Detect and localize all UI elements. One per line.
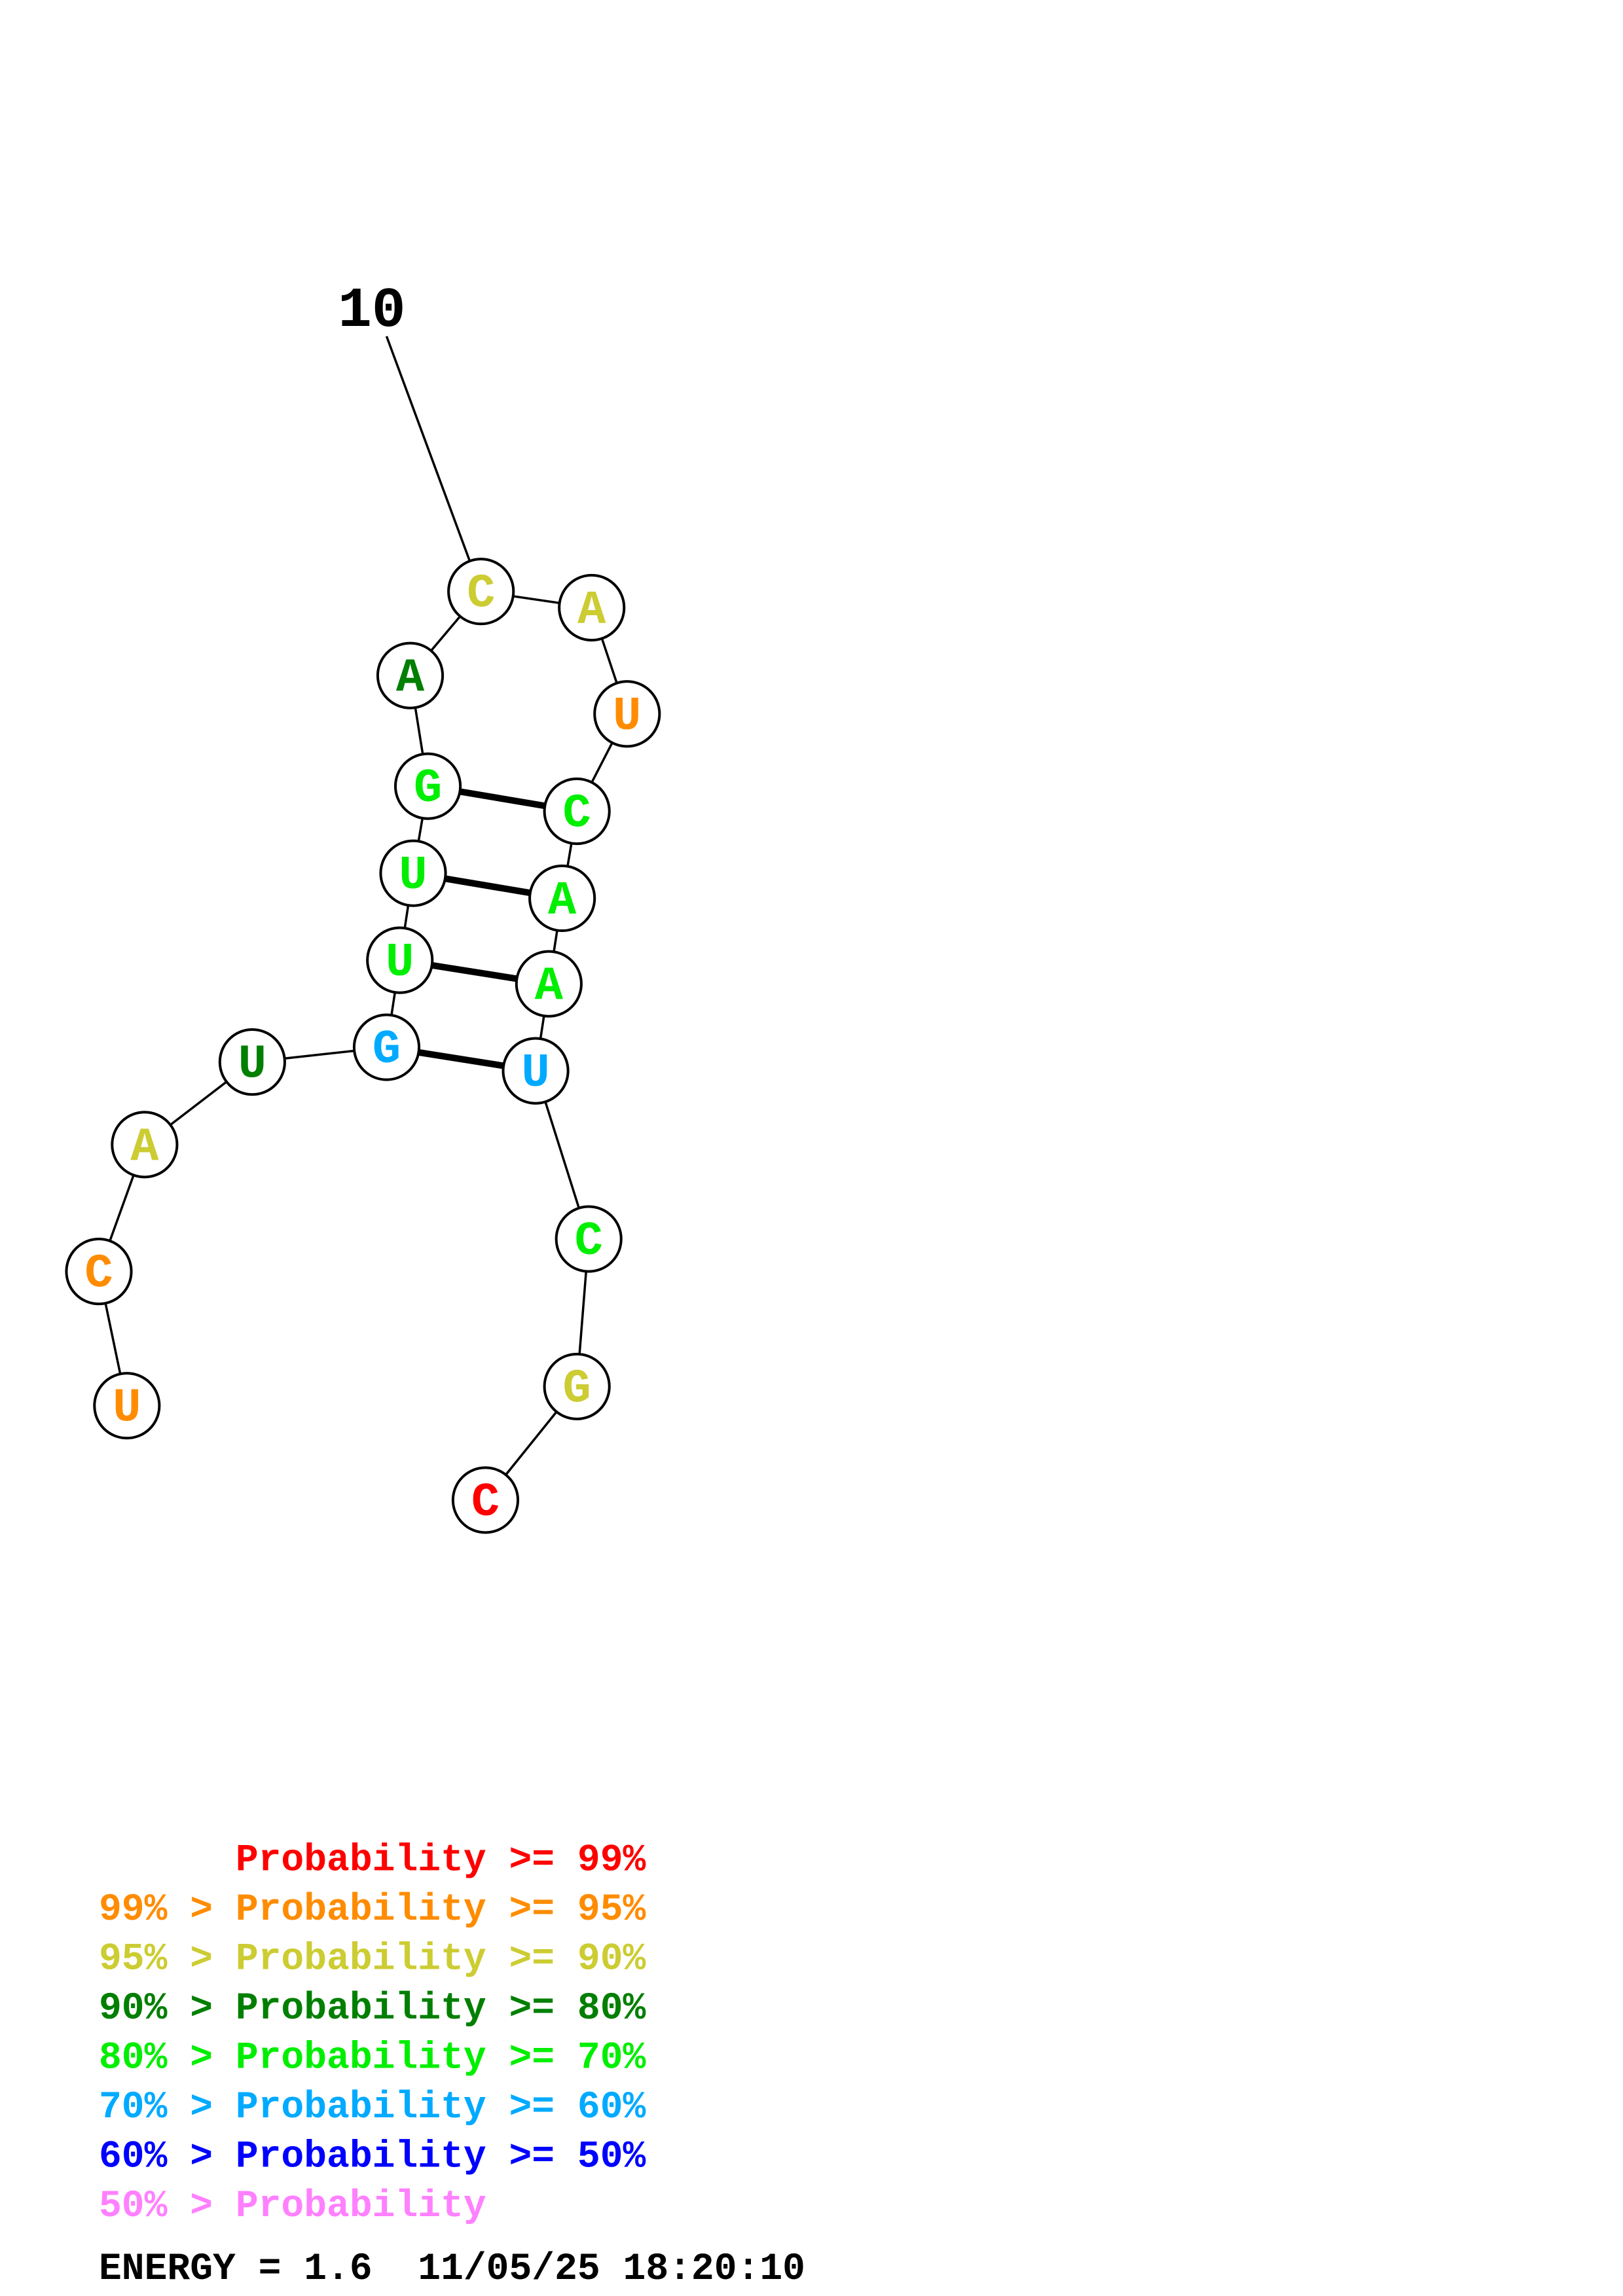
nucleotide-letter: C	[467, 567, 495, 621]
nucleotide-circle	[501, 1037, 570, 1105]
nucleotide-circle	[65, 1238, 133, 1306]
nucleotide-letter: U	[521, 1047, 549, 1100]
nucleotide-letter: A	[548, 874, 577, 927]
nucleotide-letter: A	[130, 1121, 159, 1174]
nucleotide-letter: U	[238, 1038, 266, 1092]
nucleotide: A	[376, 641, 445, 709]
nucleotide-letter: C	[563, 787, 591, 841]
nucleotide: U	[593, 680, 661, 748]
nucleotide: G	[393, 752, 462, 820]
nucleotide-circle	[111, 1111, 179, 1179]
nucleotide-circle	[447, 558, 515, 626]
nucleotide-circle	[555, 1205, 623, 1273]
nucleotide: U	[93, 1372, 161, 1440]
nucleotide: G	[543, 1352, 611, 1420]
nucleotide: C	[543, 777, 611, 846]
nucleotide: A	[515, 950, 583, 1018]
nucleotide-letter: C	[575, 1215, 603, 1268]
nucleotide: A	[111, 1111, 179, 1179]
nucleotide: C	[447, 558, 515, 626]
nucleotide: G	[352, 1013, 421, 1081]
nucleotide-circle	[393, 752, 462, 820]
nucleotide-letter: U	[113, 1382, 141, 1435]
energy-footer: ENERGY = 1.6 11/05/25 18:20:10	[99, 2248, 805, 2291]
nucleotide-circle	[593, 680, 661, 748]
nucleotide-letter: A	[535, 960, 564, 1013]
nucleotide-letter: G	[414, 762, 442, 816]
legend-entry: 50% > Probability	[99, 2185, 486, 2228]
legend-entry: 70% > Probability >= 60%	[99, 2087, 646, 2129]
nucleotide-letter: C	[84, 1247, 113, 1301]
legend-entry: 90% > Probability >= 80%	[99, 1988, 646, 2030]
probability-legend: Probability >= 99% 99% > Probability >= 9…	[99, 1840, 646, 2228]
nucleotide-circle	[528, 864, 596, 933]
nucleotide-circle	[218, 1028, 286, 1096]
legend-entry: Probability >= 99%	[99, 1840, 646, 1882]
nucleotide-letter: U	[613, 690, 641, 744]
nucleotide-circle	[379, 839, 447, 907]
nucleotide: C	[451, 1466, 520, 1534]
nucleotide: A	[528, 864, 596, 933]
nucleotide: U	[501, 1037, 570, 1105]
legend-entry: 80% > Probability >= 70%	[99, 2037, 646, 2080]
nucleotide: U	[379, 839, 447, 907]
nucleotide-letter: A	[577, 583, 606, 637]
nucleotide: A	[558, 573, 626, 642]
legend-entry: 60% > Probability >= 50%	[99, 2136, 646, 2179]
nucleotide: C	[65, 1238, 133, 1306]
nucleotide-circle	[366, 926, 434, 994]
nucleotide: U	[218, 1028, 286, 1096]
index-tick-line	[385, 336, 483, 592]
nucleotide-circle	[376, 641, 445, 709]
nucleotide-circle	[558, 573, 626, 642]
nucleotide-circle	[451, 1466, 520, 1534]
nucleotide-letter: G	[373, 1023, 401, 1077]
nucleotide-circle	[543, 777, 611, 846]
index-label: 10	[338, 279, 405, 343]
nucleotide-circle	[352, 1013, 421, 1081]
nucleotide: C	[555, 1205, 623, 1273]
nucleotide-letter: U	[386, 936, 414, 990]
nucleotide-letter: G	[563, 1362, 591, 1416]
nucleotide: U	[366, 926, 434, 994]
nucleotide-letter: A	[396, 651, 425, 705]
nucleotide-circle	[543, 1352, 611, 1420]
legend-entry: 99% > Probability >= 95%	[99, 1889, 646, 1931]
nucleotide-circle	[93, 1372, 161, 1440]
nucleotide-letter: U	[399, 849, 427, 903]
nucleotide-letter: C	[471, 1476, 500, 1530]
nucleotide-circle	[515, 950, 583, 1018]
legend-entry: 95% > Probability >= 90%	[99, 1939, 646, 1981]
